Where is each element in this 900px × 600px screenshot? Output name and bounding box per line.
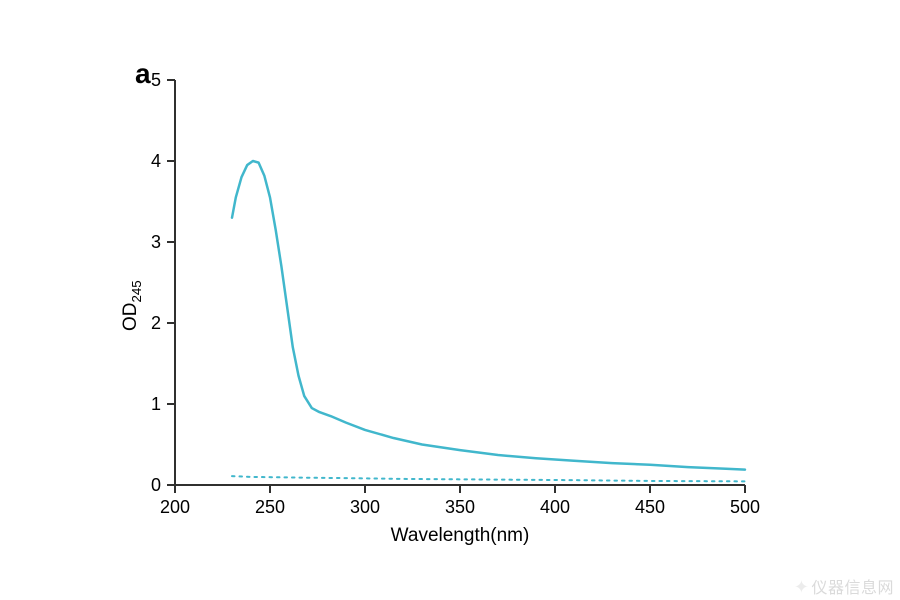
x-tick-label: 350 [435,497,485,518]
x-tick-label: 500 [720,497,770,518]
watermark-logo-icon: ✦ [794,577,810,598]
y-tick-label: 4 [137,151,161,172]
x-tick-label: 250 [245,497,295,518]
watermark-text: 仪器信息网 [811,580,894,597]
y-tick-label: 0 [137,475,161,496]
chart-container: a OD245 Wavelength(nm) ✦仪器信息网 0123452002… [0,0,900,600]
x-tick-label: 300 [340,497,390,518]
y-tick-label: 5 [137,70,161,91]
x-tick-label: 450 [625,497,675,518]
watermark: ✦仪器信息网 [794,574,894,598]
x-tick-label: 400 [530,497,580,518]
y-tick-label: 1 [137,394,161,415]
series-solid-line [232,161,745,470]
series-dotted-line [232,476,745,481]
y-tick-label: 2 [137,313,161,334]
y-tick-label: 3 [137,232,161,253]
x-tick-label: 200 [150,497,200,518]
